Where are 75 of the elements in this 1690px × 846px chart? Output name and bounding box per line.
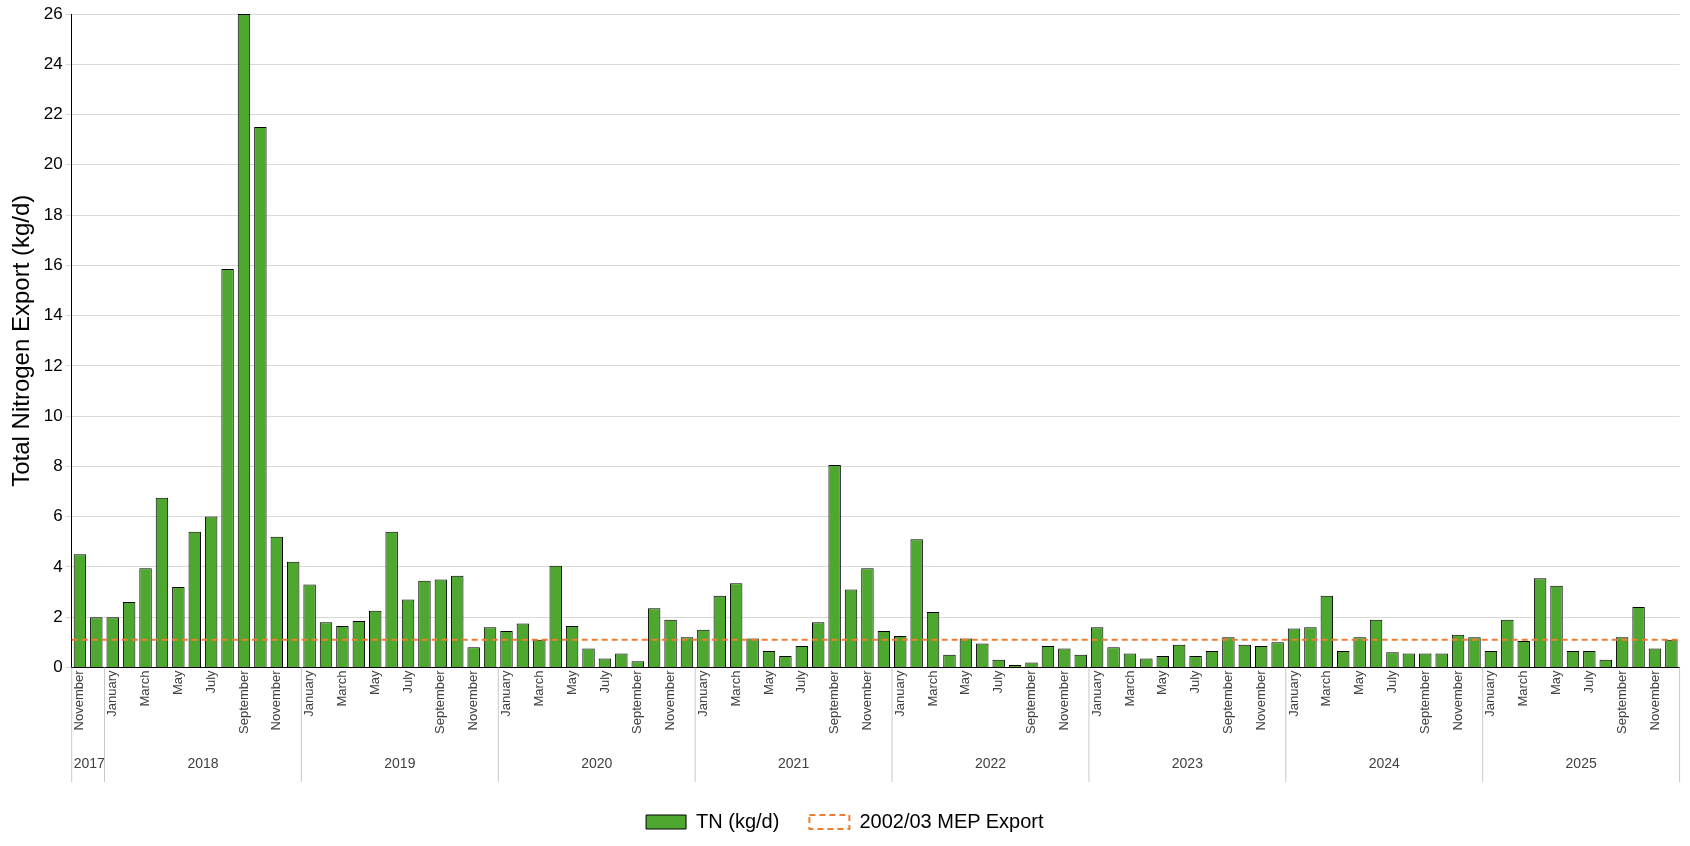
y-tick-label: 18 bbox=[43, 204, 63, 224]
x-tick-label: November bbox=[662, 669, 678, 731]
x-tick-label: May bbox=[1548, 669, 1564, 695]
x-tick-label: March bbox=[727, 670, 743, 707]
x-tick-label: July bbox=[1187, 669, 1203, 694]
x-tick-label: May bbox=[1351, 669, 1367, 695]
x-tick-label: November bbox=[1646, 669, 1662, 731]
text: 2018 bbox=[187, 755, 219, 772]
x-tick-label: March bbox=[1121, 670, 1137, 707]
x-tick-label: November bbox=[465, 669, 481, 731]
x-tick-label: November bbox=[1055, 669, 1071, 731]
y-tick-label: 26 bbox=[43, 3, 63, 23]
legend-label: 2002/03 MEP Export bbox=[859, 809, 1045, 832]
x-tick-label: January bbox=[891, 669, 907, 717]
text: 2017 bbox=[73, 755, 106, 772]
x-tick-label: March bbox=[924, 670, 940, 707]
x-tick-label: November bbox=[71, 669, 87, 731]
y-tick-label: 0 bbox=[53, 657, 63, 677]
x-tick-label: March bbox=[1515, 670, 1531, 707]
x-tick-label: September bbox=[826, 669, 842, 734]
text: 2024 bbox=[1368, 755, 1401, 772]
x-tick-label: November bbox=[859, 669, 875, 731]
text: 2023 bbox=[1171, 755, 1204, 772]
x-tick-label: May bbox=[563, 669, 579, 695]
x-tick-label: September bbox=[1023, 669, 1039, 734]
y-tick-label: 24 bbox=[43, 53, 63, 73]
legend-label: TN (kg/d) bbox=[696, 809, 780, 832]
x-tick-label: January bbox=[1088, 669, 1104, 717]
y-tick-label: 22 bbox=[43, 104, 63, 124]
x-tick-label: May bbox=[957, 669, 973, 695]
x-tick-label: January bbox=[104, 669, 120, 717]
y-axis-title: Total Nitrogen Export (kg/d) bbox=[7, 194, 35, 487]
x-tick-label: January bbox=[694, 669, 710, 717]
x-tick-label: July bbox=[399, 669, 415, 694]
y-tick-label: 12 bbox=[43, 355, 63, 375]
y-tick-label: 16 bbox=[43, 255, 63, 274]
x-tick-label: November bbox=[268, 669, 284, 731]
y-tick-label: 10 bbox=[43, 405, 63, 425]
text: 2019 bbox=[384, 755, 416, 772]
x-tick-label: January bbox=[498, 669, 514, 717]
y-tick-label: 6 bbox=[53, 506, 63, 526]
x-tick-label: March bbox=[1318, 670, 1334, 707]
x-tick-label: November bbox=[1449, 669, 1465, 731]
text: 2025 bbox=[1565, 755, 1597, 772]
x-tick-label: September bbox=[1219, 669, 1235, 734]
x-tick-label: July bbox=[990, 669, 1006, 694]
text: 2022 bbox=[974, 755, 1007, 772]
x-tick-label: September bbox=[1416, 669, 1432, 734]
x-tick-label: November bbox=[1252, 669, 1268, 731]
x-tick-label: September bbox=[1613, 669, 1629, 734]
x-tick-label: July bbox=[1384, 669, 1400, 694]
x-tick-label: January bbox=[301, 669, 317, 717]
x-tick-label: July bbox=[1580, 669, 1596, 694]
x-tick-label: March bbox=[137, 670, 153, 707]
x-tick-label: May bbox=[760, 669, 776, 695]
y-tick-label: 2 bbox=[53, 606, 63, 626]
x-tick-label: July bbox=[596, 669, 612, 694]
x-tick-label: September bbox=[432, 669, 448, 734]
x-tick-label: May bbox=[169, 669, 185, 695]
y-tick-label: 4 bbox=[53, 556, 63, 576]
x-tick-label: January bbox=[1285, 669, 1301, 717]
x-tick-label: September bbox=[629, 669, 645, 734]
x-tick-label: January bbox=[1482, 669, 1498, 717]
y-tick-label: 20 bbox=[43, 154, 63, 174]
x-tick-label: March bbox=[334, 670, 349, 707]
x-tick-label: May bbox=[1154, 669, 1170, 695]
x-tick-label: September bbox=[235, 669, 251, 734]
text: 2021 bbox=[778, 755, 810, 772]
x-tick-label: July bbox=[793, 669, 809, 694]
text: 2020 bbox=[581, 755, 613, 772]
y-tick-label: 8 bbox=[53, 456, 63, 476]
y-tick-label: 14 bbox=[43, 305, 63, 325]
x-tick-label: March bbox=[530, 670, 546, 707]
x-tick-label: July bbox=[202, 669, 218, 694]
x-tick-label: May bbox=[366, 669, 382, 695]
